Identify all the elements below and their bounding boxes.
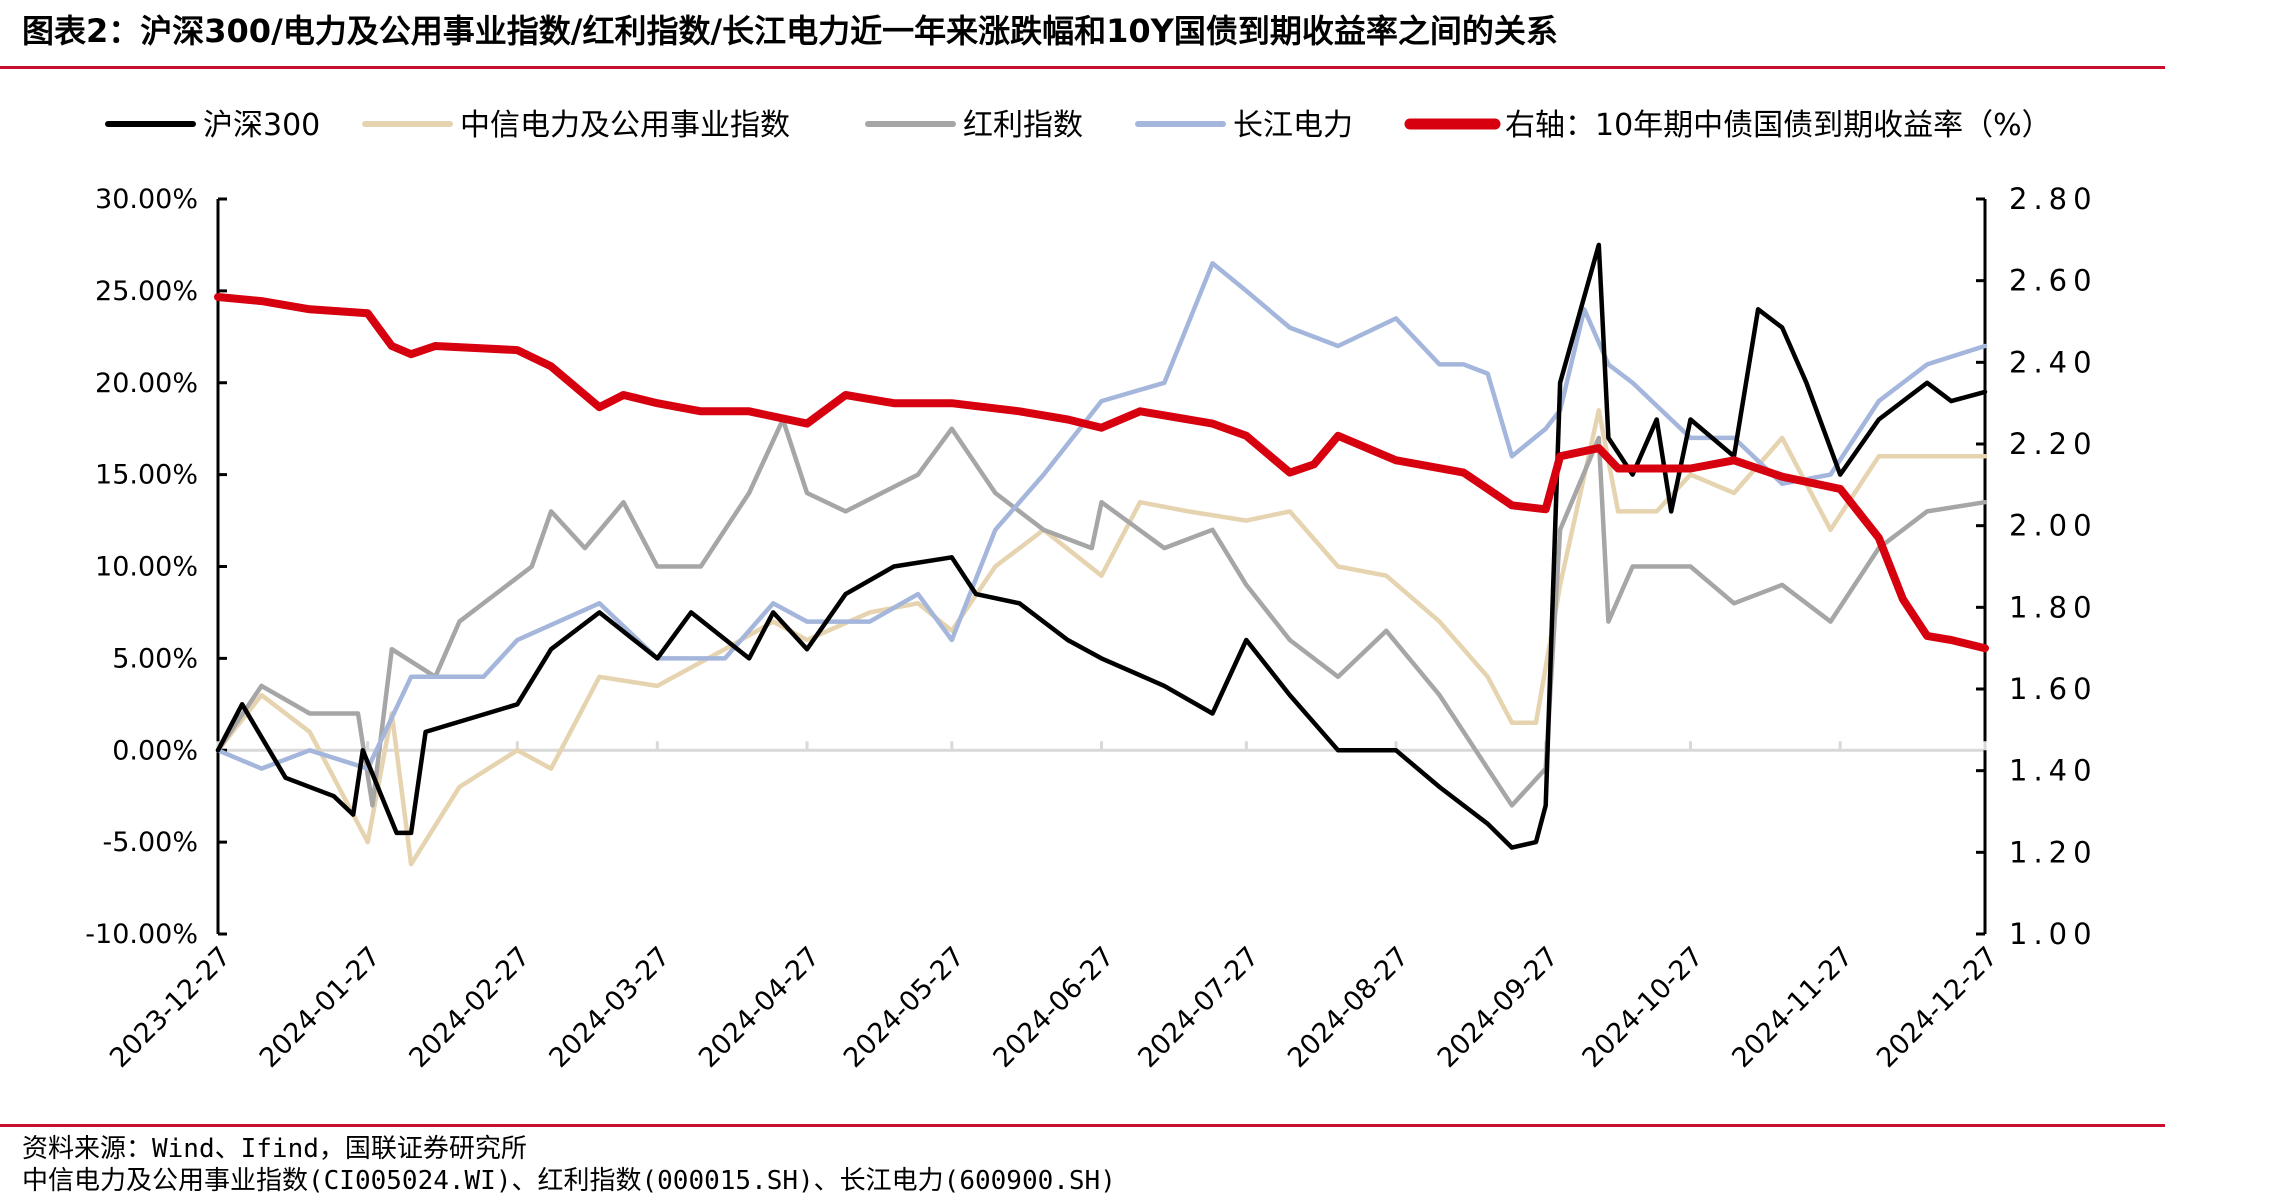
legend-label: 红利指数 xyxy=(963,108,1083,143)
axes: -10.00% -5.00% 0.00% 5.00% 10.00% 15.00% 20.00… xyxy=(85,182,2098,1074)
right-tick-label: 1.60 xyxy=(2009,672,2098,706)
legend-label: 右轴：10年期中债国债到期收益率（%） xyxy=(1505,108,2052,143)
right-tick-label: 2.20 xyxy=(2009,427,2098,461)
right-tick-label: 2.80 xyxy=(2009,182,2098,216)
x-tick-label: 2024-03-27 xyxy=(543,941,676,1074)
x-tick-label: 2024-11-27 xyxy=(1726,941,1859,1074)
x-tick-label: 2024-01-27 xyxy=(254,941,387,1074)
footer-divider xyxy=(0,1124,2165,1127)
legend-label: 中信电力及公用事业指数 xyxy=(460,108,790,143)
left-tick-label: 10.00% xyxy=(95,552,198,583)
series-line-1 xyxy=(215,408,1988,867)
x-tick-label: 2024-08-27 xyxy=(1282,941,1415,1074)
series-line-2 xyxy=(215,417,1988,808)
legend-label: 长江电力 xyxy=(1233,108,1353,143)
legend: 沪深300 中信电力及公用事业指数 红利指数 长江电力 右轴：10年期中债国债到期收益率… xyxy=(105,108,2052,143)
x-tick-label: 2024-07-27 xyxy=(1132,941,1265,1074)
x-tick-label: 2024-06-27 xyxy=(988,941,1121,1074)
left-tick-label: 5.00% xyxy=(112,643,198,674)
left-tick-label: 0.00% xyxy=(112,735,198,766)
series-line-3 xyxy=(215,261,1988,771)
x-tick-label: 2024-09-27 xyxy=(1432,941,1565,1074)
right-tick-label: 2.40 xyxy=(2009,345,2098,379)
x-tick-label: 2024-02-27 xyxy=(403,941,536,1074)
right-tick-label: 2.00 xyxy=(2009,509,2098,543)
series-line-4 xyxy=(214,293,1989,653)
left-tick-label: -10.00% xyxy=(85,919,198,950)
right-tick-label: 2.60 xyxy=(2009,264,2098,298)
left-tick-label: 20.00% xyxy=(95,368,198,399)
left-tick-label: 30.00% xyxy=(95,184,198,215)
right-tick-label: 1.00 xyxy=(2009,917,2098,951)
left-tick-label: 25.00% xyxy=(95,276,198,307)
x-tick-label: 2023-12-27 xyxy=(104,941,237,1074)
left-tick-label: 15.00% xyxy=(95,460,198,491)
legend-label: 沪深300 xyxy=(203,108,320,143)
left-tick-label: -5.00% xyxy=(102,827,198,858)
footnote: 中信电力及公用事业指数(CI005024.WI)、红利指数(000015.SH)… xyxy=(22,1166,1116,1196)
x-tick-label: 2024-10-27 xyxy=(1577,941,1710,1074)
x-tick-label: 2024-04-27 xyxy=(693,941,826,1074)
source-note: 资料来源：Wind、Ifind，国联证券研究所 xyxy=(22,1134,527,1164)
title-divider xyxy=(0,66,2165,69)
right-tick-label: 1.40 xyxy=(2009,754,2098,788)
line-chart: 沪深300 中信电力及公用事业指数 红利指数 长江电力 右轴：10年期中债国债到期收益率… xyxy=(85,108,2098,1074)
right-tick-label: 1.80 xyxy=(2009,590,2098,624)
x-tick-label: 2024-05-27 xyxy=(838,941,971,1074)
series-lines xyxy=(214,242,1989,867)
right-tick-label: 1.20 xyxy=(2009,835,2098,869)
x-tick-label: 2024-12-27 xyxy=(1871,941,2004,1074)
chart-title: 图表2：沪深300/电力及公用事业指数/红利指数/长江电力近一年来涨跌幅和10Y… xyxy=(22,12,1558,50)
series-line-0 xyxy=(215,242,1988,850)
